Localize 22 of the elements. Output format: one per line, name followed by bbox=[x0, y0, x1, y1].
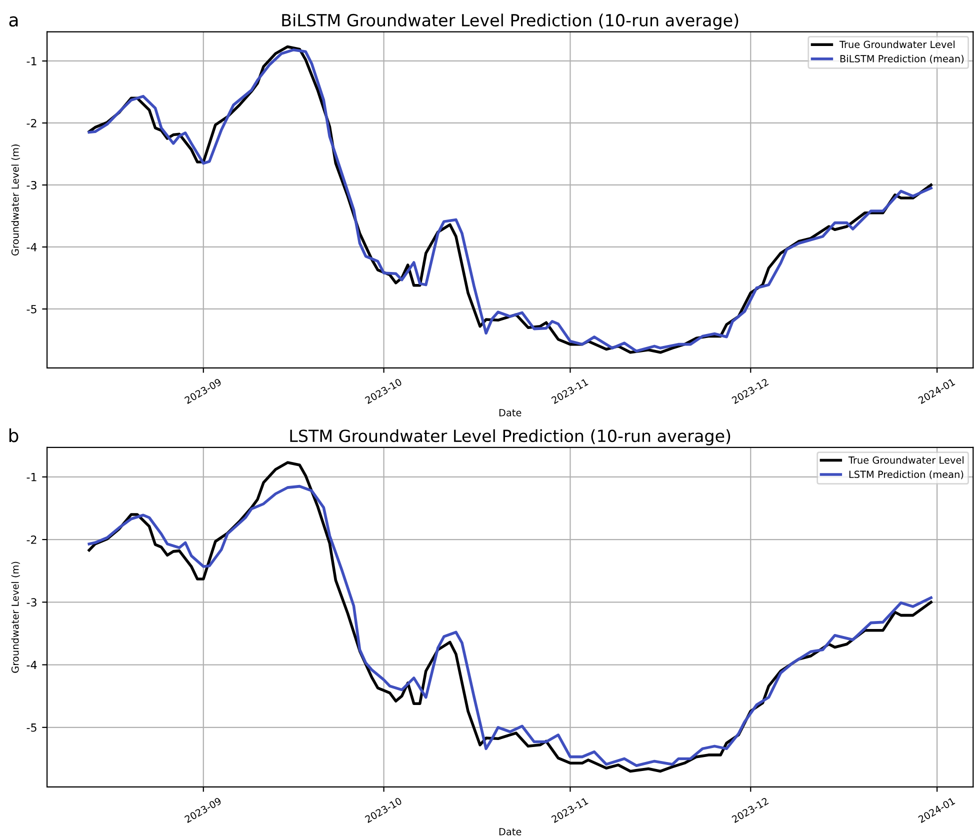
y-tick-label: -5 bbox=[26, 305, 36, 314]
chart-title: BiLSTM Groundwater Level Prediction (10-run average) bbox=[282, 14, 738, 30]
y-tick-label: -4 bbox=[26, 243, 37, 252]
y-tick-label: -3 bbox=[26, 598, 36, 607]
y-axis-title: Groundwater Level (m) bbox=[11, 562, 20, 673]
x-axis-title: Date bbox=[499, 409, 522, 416]
y-tick-label: -2 bbox=[26, 536, 36, 544]
chart-title: LSTM Groundwater Level Prediction (10-run average) bbox=[290, 429, 730, 446]
y-tick-label: -5 bbox=[26, 724, 36, 732]
text: a bbox=[9, 16, 18, 27]
x-axis-title: Date bbox=[499, 828, 522, 836]
y-tick-label: -2 bbox=[26, 118, 36, 128]
legend-label: True Groundwater Level bbox=[839, 40, 955, 48]
y-tick-label: -1 bbox=[26, 57, 36, 66]
legend-label: LSTM Prediction (mean) bbox=[849, 470, 964, 480]
y-tick-label: -4 bbox=[26, 660, 37, 669]
y-axis-title: Groundwater Level (m) bbox=[11, 144, 20, 256]
legend-label: BiLSTM Prediction (mean) bbox=[840, 54, 964, 64]
text: b bbox=[9, 428, 18, 442]
y-tick-label: -3 bbox=[26, 180, 36, 190]
legend-label: True Groundwater Level bbox=[848, 456, 964, 464]
y-tick-label: -1 bbox=[26, 473, 36, 482]
